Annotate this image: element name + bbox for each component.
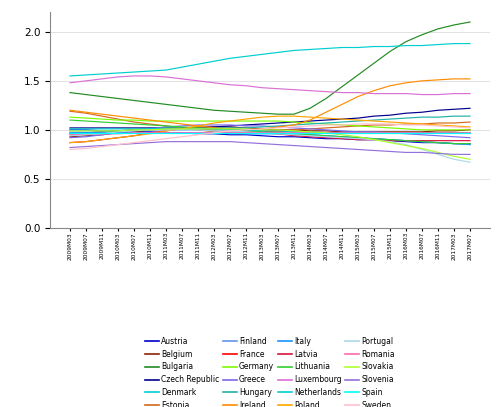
Legend: Austria, Belgium, Bulgaria, Czech Republic, Denmark, Estonia, Finland, France, G: Austria, Belgium, Bulgaria, Czech Republ… (144, 335, 396, 407)
